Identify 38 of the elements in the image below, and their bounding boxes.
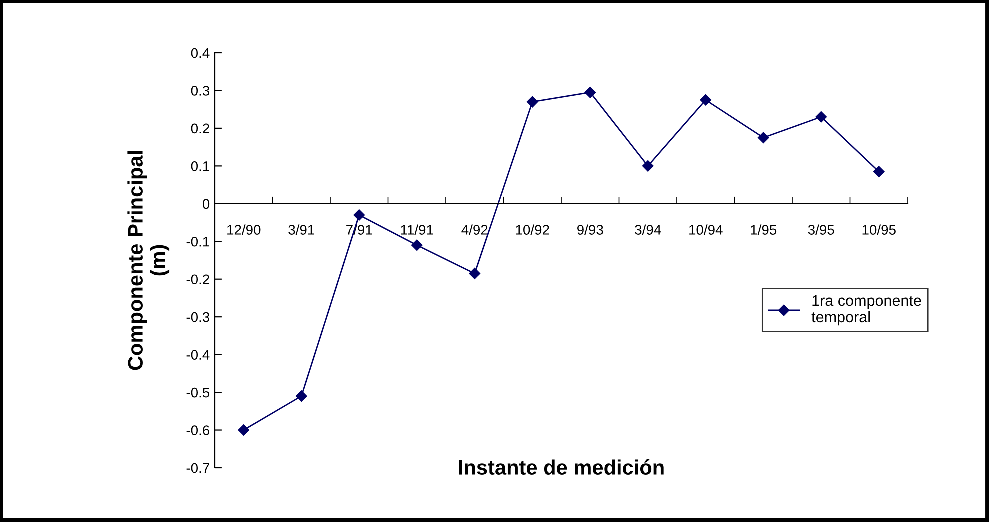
- point: [584, 87, 596, 98]
- x-tick-label: 4/92: [462, 224, 488, 235]
- y-tick-label: 0: [202, 199, 210, 210]
- x-tick-label: 10/94: [690, 224, 723, 235]
- x-tick-label: 9/93: [578, 224, 604, 235]
- y-axis-title: Componente Principal (m): [128, 151, 170, 370]
- y-tick-label: 0.4: [191, 48, 210, 58]
- point: [816, 112, 827, 123]
- point: [412, 240, 423, 252]
- x-tick-label: 3/94: [635, 224, 662, 235]
- y-tick-label: -0.1: [186, 236, 210, 247]
- y-tick-label: -0.2: [186, 274, 210, 285]
- point: [642, 160, 654, 172]
- y-tick-label: 0.1: [191, 162, 210, 172]
- point: [527, 96, 538, 108]
- x-tick-label: 11/91: [401, 224, 434, 235]
- x-tick-label: 10/95: [862, 224, 896, 235]
- y-tick-label: -0.5: [186, 388, 210, 398]
- point: [758, 132, 770, 144]
- y-tick-label: -0.6: [186, 426, 210, 436]
- x-axis-title: Instante de medición: [459, 460, 664, 476]
- point: [238, 424, 250, 436]
- point: [296, 390, 308, 402]
- y-tick-label: 0.3: [191, 86, 210, 96]
- y-tick-label: -0.4: [186, 350, 210, 360]
- point: [469, 268, 480, 280]
- y-tick-label: -0.7: [186, 463, 210, 474]
- point: [700, 94, 712, 106]
- x-tick-label: 12/90: [228, 224, 261, 235]
- legend-label: 1ra componente temporal: [812, 296, 922, 326]
- x-tick-label: 3/95: [808, 224, 834, 235]
- x-tick-label: 3/91: [288, 224, 314, 235]
- x-tick-label: 1/95: [751, 224, 777, 235]
- point: [874, 166, 885, 178]
- y-tick-label: 0.2: [191, 124, 210, 134]
- x-tick-label: 10/92: [516, 224, 550, 235]
- y-tick-label: -0.3: [186, 312, 210, 322]
- point: [354, 210, 365, 221]
